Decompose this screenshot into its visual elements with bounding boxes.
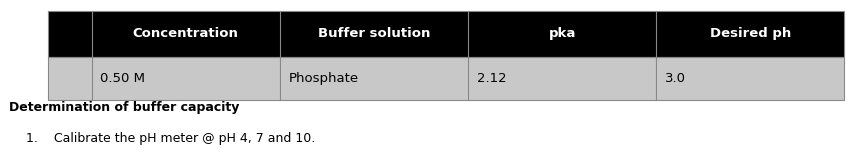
- Text: 2.12: 2.12: [476, 72, 507, 85]
- Text: pka: pka: [548, 27, 576, 40]
- Text: Phosphate: Phosphate: [288, 72, 359, 85]
- Text: 0.50 M: 0.50 M: [100, 72, 145, 85]
- Text: Buffer solution: Buffer solution: [318, 27, 430, 40]
- Bar: [48, 11, 844, 57]
- Text: Determination of buffer capacity: Determination of buffer capacity: [9, 101, 239, 114]
- Bar: [48, 57, 844, 100]
- Text: 1.    Calibrate the pH meter @ pH 4, 7 and 10.: 1. Calibrate the pH meter @ pH 4, 7 and …: [26, 132, 315, 145]
- Text: Desired ph: Desired ph: [709, 27, 791, 40]
- Text: Concentration: Concentration: [132, 27, 239, 40]
- Text: 3.0: 3.0: [665, 72, 686, 85]
